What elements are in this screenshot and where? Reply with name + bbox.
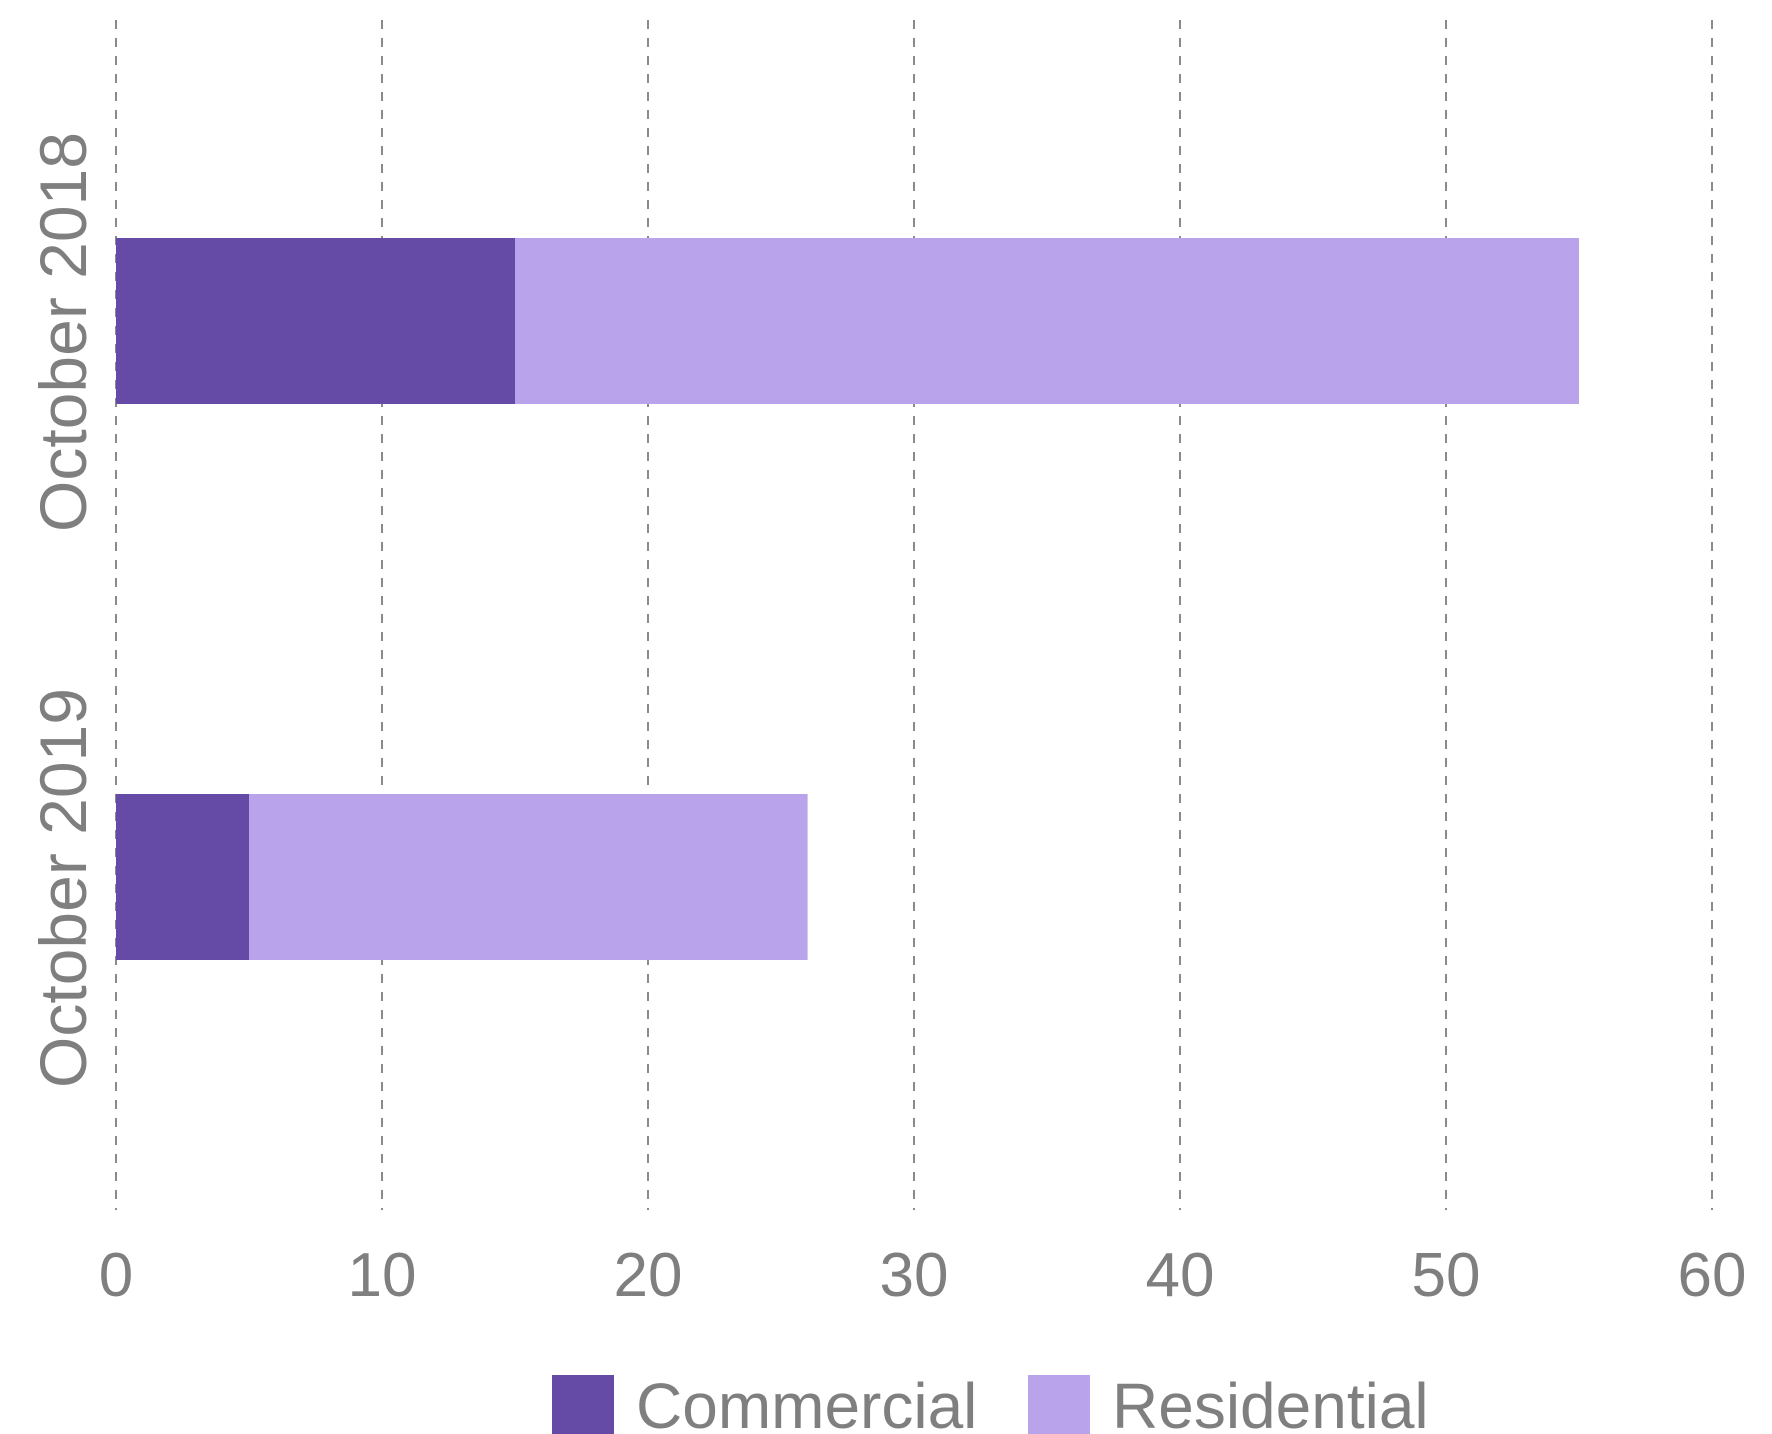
x-tick-label-60: 60 [1678, 1241, 1747, 1310]
x-axis-ticks: 0 10 20 30 40 50 60 [99, 1241, 1747, 1310]
x-tick-label-40: 40 [1146, 1241, 1215, 1310]
x-tick-label-20: 20 [614, 1241, 683, 1310]
bar-residential-october-2019 [249, 794, 808, 960]
category-label-october-2019: October 2019 [26, 688, 100, 1088]
bar-commercial-october-2019 [116, 794, 249, 960]
legend: Commercial Residential [552, 1370, 1429, 1434]
x-tick-label-0: 0 [99, 1241, 133, 1310]
bar-commercial-october-2018 [116, 238, 515, 404]
x-tick-label-10: 10 [348, 1241, 417, 1310]
bars [116, 238, 1579, 960]
gridlines [115, 20, 1713, 1210]
bar-residential-october-2018 [515, 238, 1579, 404]
legend-swatch-commercial [552, 1375, 614, 1434]
x-tick-label-30: 30 [880, 1241, 949, 1310]
legend-swatch-residential [1028, 1375, 1090, 1434]
legend-label-commercial: Commercial [636, 1370, 977, 1434]
x-tick-label-50: 50 [1412, 1241, 1481, 1310]
legend-label-residential: Residential [1112, 1370, 1429, 1434]
category-label-october-2018: October 2018 [26, 132, 100, 532]
y-axis-categories: October 2018 October 2019 [26, 132, 100, 1088]
